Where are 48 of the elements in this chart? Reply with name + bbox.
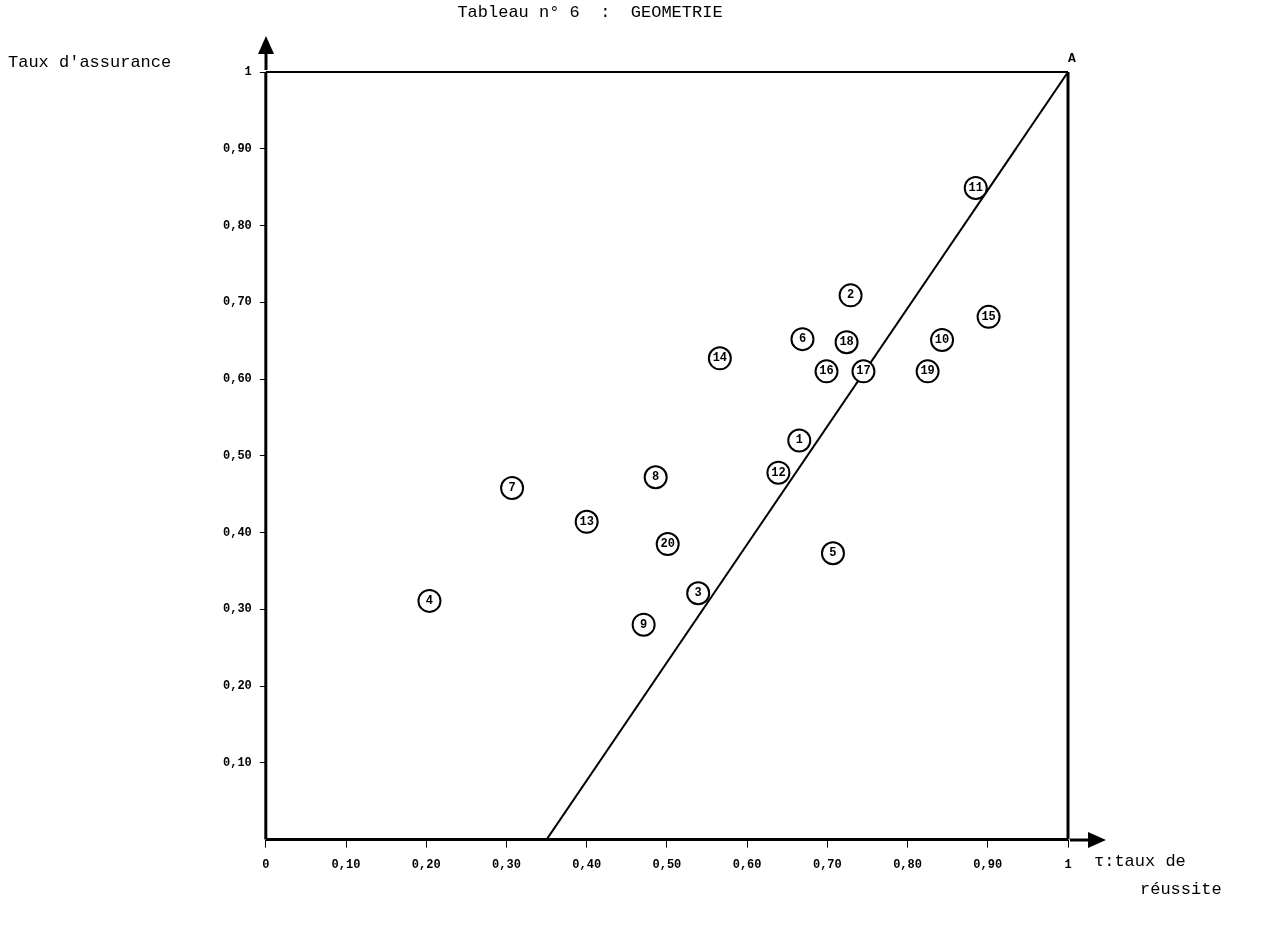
x-tick-label: 0,60 xyxy=(732,857,762,872)
point xyxy=(500,476,525,501)
annotation: A xyxy=(1068,51,1077,67)
y-tick-label: 0,80 xyxy=(222,218,252,233)
annotation: 5 xyxy=(829,546,837,561)
x-tick-label: 0,30 xyxy=(492,857,521,872)
annotation: 4 xyxy=(425,593,434,608)
annotation: 7 xyxy=(508,481,516,496)
annotation: 2 xyxy=(847,288,855,303)
x-tick-label: 0,70 xyxy=(812,857,842,872)
x-tick-label: 0,10 xyxy=(331,857,361,872)
annotation: 11 xyxy=(968,180,983,195)
y-tick-label: 0,50 xyxy=(222,448,252,463)
annotation: 3 xyxy=(694,586,702,601)
y-tick-label: 0,70 xyxy=(222,295,252,310)
annotation: 12 xyxy=(771,465,786,480)
x-tick-label: 0,50 xyxy=(652,857,682,872)
annotation: 9 xyxy=(640,617,648,632)
y-tick-label: 0,60 xyxy=(222,372,252,387)
y-tick-label: 0,30 xyxy=(222,602,252,617)
chart-title: Tableau n° 6 : GEOMETRIE xyxy=(457,2,723,22)
annotation: 19 xyxy=(920,364,935,379)
x-tick-label: 1 xyxy=(1064,857,1072,872)
annotation: 10 xyxy=(934,332,950,347)
x-axis-title: τ:taux de réussite xyxy=(1094,852,1222,900)
point xyxy=(820,541,845,566)
annotation: 17 xyxy=(856,364,871,379)
y-tick-label: 0,20 xyxy=(222,679,252,694)
y-tick-label: 0,10 xyxy=(222,755,252,770)
annotation: 13 xyxy=(579,514,594,529)
annotation: 14 xyxy=(712,351,728,366)
annotation: 8 xyxy=(652,470,660,485)
annotation: 15 xyxy=(981,309,996,324)
annotation: 6 xyxy=(798,332,807,347)
y-tick-label: 0,40 xyxy=(222,525,252,540)
annotation: 16 xyxy=(819,364,834,379)
annotation: 1 xyxy=(795,433,803,448)
annotation: 20 xyxy=(660,537,675,552)
x-tick-label: 0,20 xyxy=(411,857,441,872)
y-tick-label: 1 xyxy=(244,65,252,80)
y-axis-title: Taux d'assurance xyxy=(8,52,172,72)
y-tick-label: 0,90 xyxy=(222,141,252,156)
point xyxy=(686,581,711,606)
x-tick-label: 0,80 xyxy=(893,857,922,872)
x-tick-label: 0,90 xyxy=(973,857,1003,872)
annotation: 18 xyxy=(839,335,854,350)
x-tick-label: 0 xyxy=(262,857,270,872)
x-tick-label: 0,40 xyxy=(572,857,602,872)
